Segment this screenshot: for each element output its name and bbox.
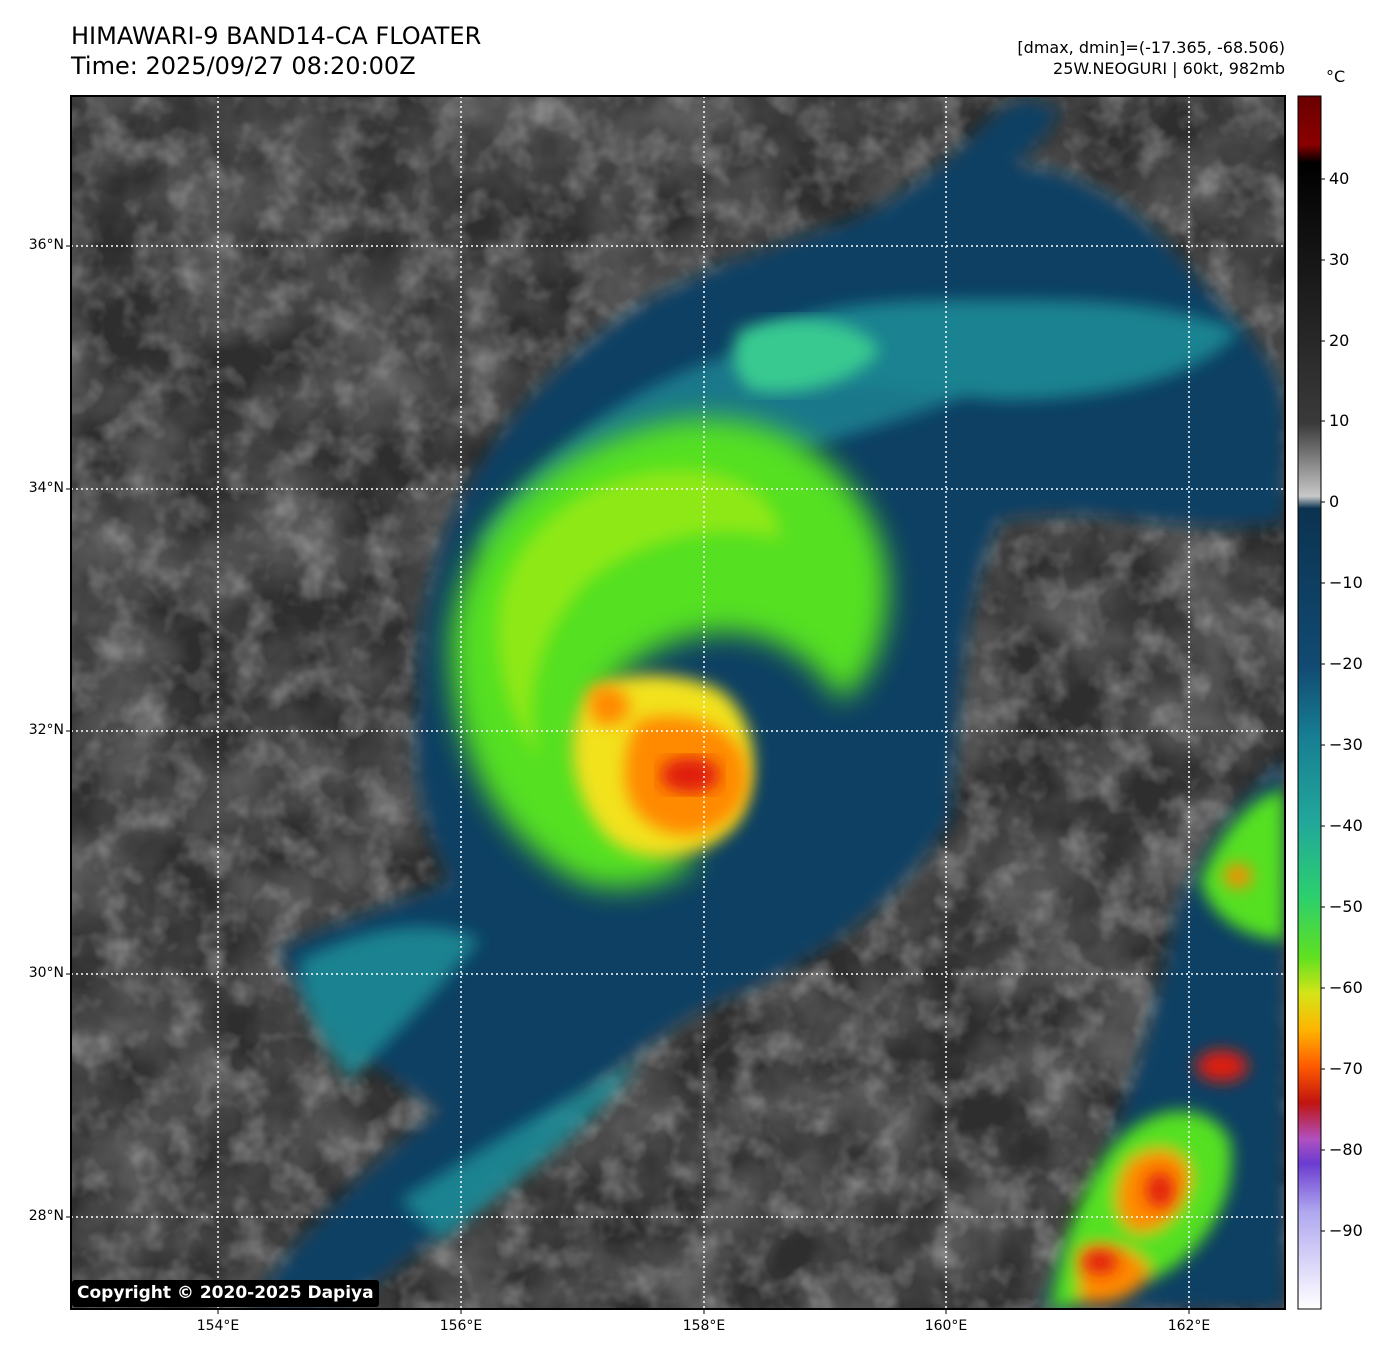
colorbar-tick-label: −60 [1329, 978, 1363, 997]
colorbar-tick-label: 0 [1329, 492, 1340, 511]
lat-label: 34°N [28, 480, 64, 496]
colorbar-unit: °C [1326, 67, 1346, 86]
map-title: HIMAWARI-9 BAND14-CA FLOATER [71, 22, 482, 50]
colorbar-tick-label: −20 [1329, 654, 1363, 673]
data-range: [dmax, dmin]=(-17.365, -68.506) [1017, 38, 1285, 57]
imagery [71, 96, 1285, 1309]
lat-label: 30°N [28, 965, 64, 981]
colorbar-tick-label: −40 [1329, 816, 1363, 835]
lat-label: 28°N [28, 1208, 64, 1224]
colorbar-tick-label: −70 [1329, 1059, 1363, 1078]
colorbar-tick-label: 10 [1329, 411, 1350, 430]
colorbar-tick-label: −90 [1329, 1221, 1363, 1240]
lon-label: 156°E [439, 1318, 483, 1334]
colorbar-tick-label: −30 [1329, 735, 1363, 754]
teal-bands [300, 300, 1240, 1240]
copyright-badge: Copyright © 2020-2025 Dapiya [72, 1280, 379, 1307]
colorbar-tick-label: −80 [1329, 1140, 1363, 1159]
storm-info: 25W.NEOGURI | 60kt, 982mb [1053, 59, 1285, 78]
colorbar-tick-label: 30 [1329, 250, 1350, 269]
spiral-lime [497, 470, 780, 760]
east-red-cells [1082, 864, 1252, 1274]
core-red [660, 757, 720, 793]
colorbar-tick-label: −10 [1329, 573, 1363, 592]
colorbar-tick-label: −50 [1329, 897, 1363, 916]
lon-label: 158°E [682, 1318, 726, 1334]
colorbar [1297, 95, 1322, 1310]
colorbar-tick-label: 40 [1329, 169, 1350, 188]
lon-label: 154°E [196, 1318, 240, 1334]
colorbar-ticks [1321, 178, 1325, 1232]
map-frame [70, 95, 1286, 1310]
map-time: Time: 2025/09/27 08:20:00Z [71, 52, 416, 80]
lon-label: 160°E [924, 1318, 968, 1334]
gridlines [71, 96, 1285, 1309]
lon-label: 162°E [1167, 1318, 1211, 1334]
lat-label: 32°N [28, 722, 64, 738]
lat-label: 36°N [28, 237, 64, 253]
colorbar-tick-label: 20 [1329, 331, 1350, 350]
axis-ticks [66, 245, 1190, 1314]
green-band-north [733, 319, 880, 393]
